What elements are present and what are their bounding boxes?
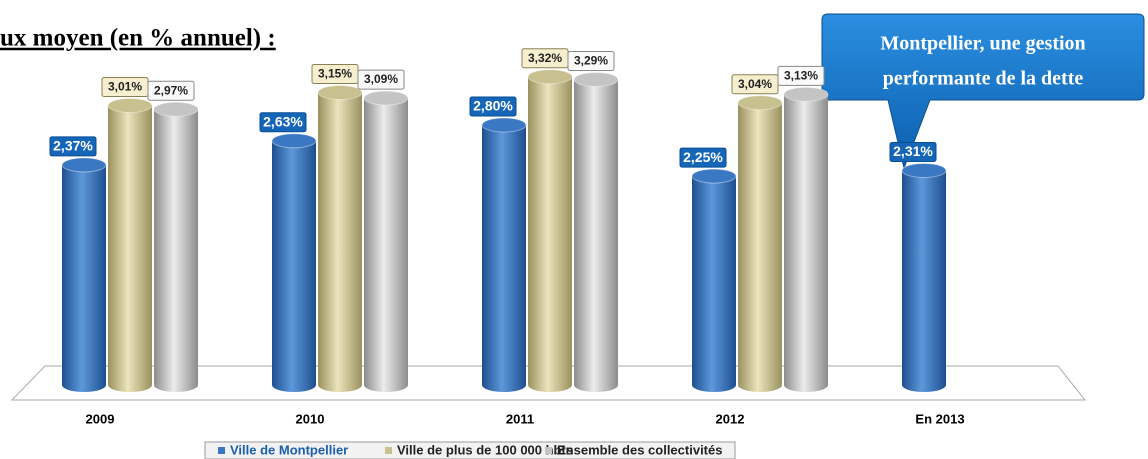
bar-bottom [318, 378, 362, 392]
bar-bottom [62, 378, 106, 392]
bar [311, 64, 363, 392]
value-label: 3,32% [528, 51, 562, 65]
x-tick-label: 2009 [86, 411, 115, 426]
bar-bottom [364, 378, 408, 392]
callout: Montpellier, une gestion performante de … [821, 13, 1145, 170]
value-label: 2,63% [263, 113, 303, 129]
value-label: 2,37% [53, 138, 93, 154]
bar [889, 142, 947, 392]
bar-bottom [738, 378, 782, 392]
bar-bottom [784, 378, 828, 392]
bar [521, 48, 573, 392]
chart-title: ux moyen (en % annuel) : [0, 25, 276, 52]
legend-swatch [385, 447, 392, 454]
bar [777, 65, 829, 392]
value-label-box [469, 96, 517, 117]
bar-top [271, 133, 317, 149]
callout-box [821, 13, 1145, 170]
bar-top [363, 90, 409, 106]
value-label: 2,31% [893, 143, 933, 159]
value-label: 3,29% [574, 54, 608, 68]
bar-body [482, 125, 526, 385]
bar-bottom [482, 378, 526, 392]
bar-body [902, 170, 946, 385]
bar [147, 80, 199, 392]
bar [101, 77, 153, 392]
value-label-box [777, 65, 825, 86]
bar-top [691, 168, 737, 184]
legend-label: Ville de plus de 100 000 hbts [397, 442, 573, 457]
bar-body [62, 164, 106, 385]
bar-top [317, 85, 363, 100]
value-label: 3,01% [108, 80, 142, 94]
value-label: 2,97% [154, 83, 188, 97]
bar-top [153, 101, 199, 117]
value-label-box [679, 147, 727, 168]
bar [49, 136, 107, 392]
bar-bottom [108, 378, 152, 392]
bar-body [692, 176, 736, 385]
legend-swatch [545, 447, 552, 454]
bar-top [481, 117, 527, 133]
value-label-box [567, 51, 615, 71]
legend-label: Ville de Montpellier [230, 442, 348, 457]
bar-body [738, 102, 782, 385]
value-label: 3,04% [738, 77, 772, 91]
bar-bottom [902, 378, 946, 392]
bar-bottom [692, 378, 736, 392]
bar-top [527, 69, 573, 85]
value-label: 3,09% [364, 72, 398, 86]
bar-body [154, 109, 198, 385]
bar [731, 74, 783, 392]
value-label: 3,13% [784, 69, 818, 83]
bar-bottom [574, 378, 618, 392]
x-tick-label: 2010 [296, 411, 325, 426]
value-label-box [49, 136, 97, 157]
value-label: 2,80% [473, 98, 513, 114]
bar-top [61, 157, 107, 173]
value-label-box [889, 142, 937, 162]
bar-bottom [528, 378, 572, 392]
value-label-box [259, 112, 307, 133]
bar-body [108, 105, 152, 385]
bar [567, 51, 619, 392]
x-tick-label: En 2013 [915, 411, 964, 426]
bar-body [318, 92, 362, 385]
bar-top [901, 163, 947, 178]
bar-top [737, 95, 783, 111]
legend-swatch [218, 447, 225, 454]
value-label-box [147, 80, 195, 101]
value-label: 2,25% [683, 149, 723, 165]
bar-bottom [154, 378, 198, 392]
annotation: performante de la dette [883, 68, 1084, 90]
value-label-box [357, 69, 405, 90]
bar [259, 112, 317, 392]
bar [679, 147, 737, 392]
legend-box [204, 441, 736, 459]
bar-top [107, 98, 153, 113]
x-tick-label: 2012 [716, 411, 745, 426]
bar-body [364, 98, 408, 386]
bar-top [783, 86, 829, 102]
x-tick-label: 2011 [506, 411, 534, 426]
value-label: 3,15% [318, 67, 352, 81]
annotation: Montpellier, une gestion [880, 33, 1085, 55]
bar-body [574, 79, 618, 385]
bar-body [784, 94, 828, 385]
bar [469, 96, 527, 392]
bar-bottom [272, 378, 316, 392]
bar-top [573, 72, 619, 87]
bar-body [528, 76, 572, 385]
legend-label: Ensemble des collectivités [557, 442, 722, 457]
bar-body [272, 140, 316, 385]
bar [357, 69, 409, 392]
